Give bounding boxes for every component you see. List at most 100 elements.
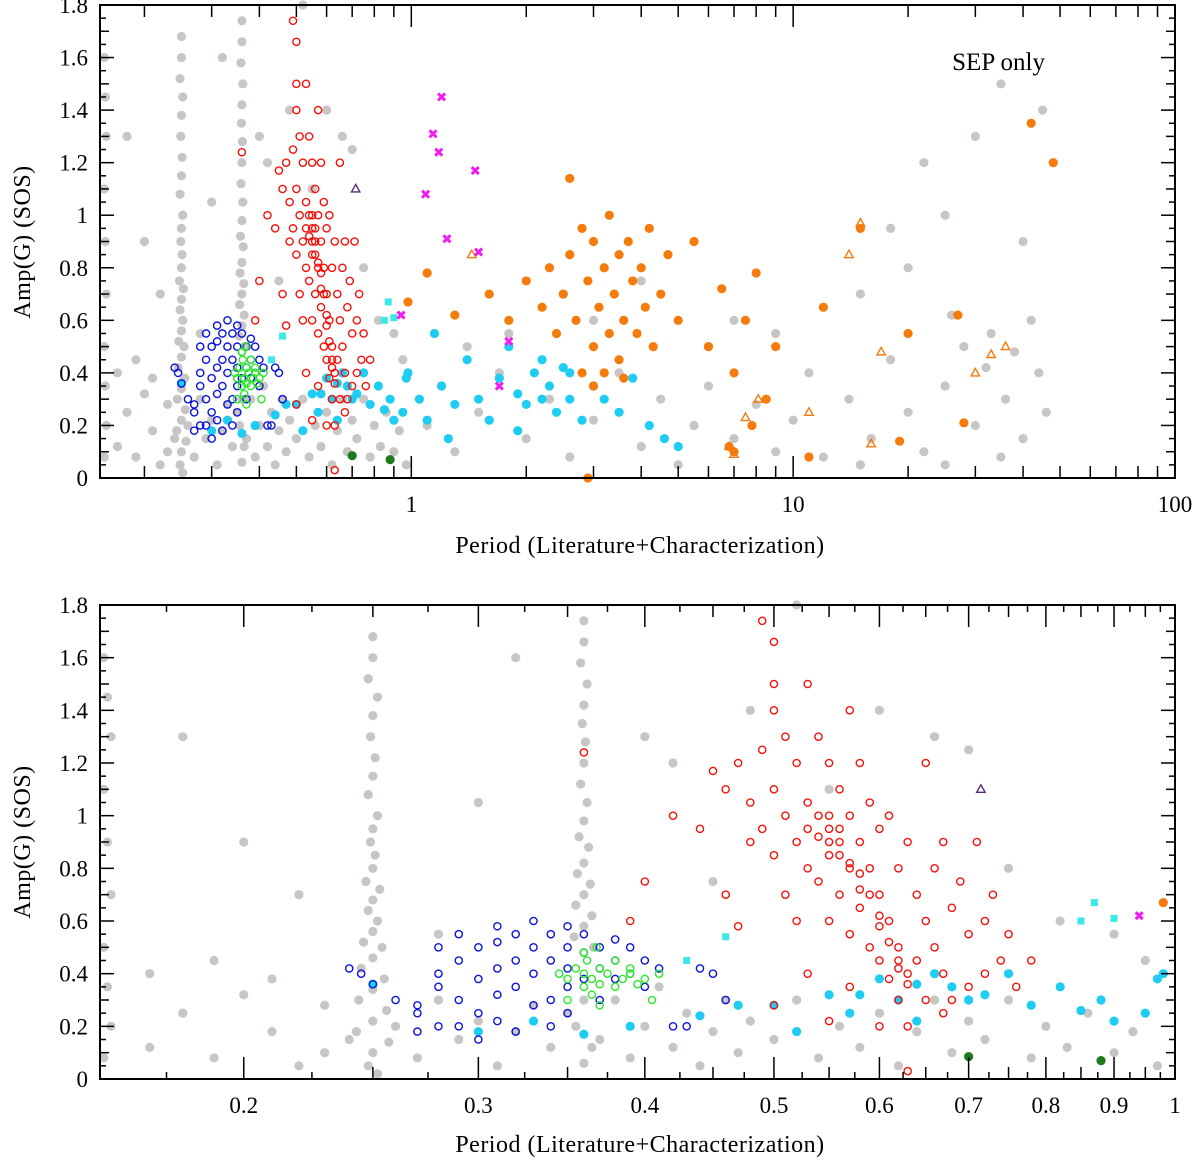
data-point-series-4 xyxy=(529,1000,538,1010)
data-point-series-3 xyxy=(466,248,478,259)
data-point-series-5 xyxy=(292,400,301,409)
data-point-series-0 xyxy=(970,131,980,141)
data-point-series-0 xyxy=(595,1034,605,1045)
data-point-series-5 xyxy=(845,982,855,992)
data-point-series-1 xyxy=(673,441,683,452)
data-point-series-0 xyxy=(131,355,141,365)
data-point-series-6 xyxy=(257,394,266,404)
data-point-series-0 xyxy=(640,1021,650,1031)
data-point-series-5 xyxy=(316,268,326,278)
data-point-series-5 xyxy=(938,1008,948,1018)
data-point-series-0 xyxy=(1109,1048,1119,1058)
data-point-series-6 xyxy=(625,969,635,978)
data-point-series-0 xyxy=(172,394,182,404)
data-point-series-0 xyxy=(636,276,646,286)
data-point-series-6 xyxy=(237,381,247,391)
data-point-series-5 xyxy=(301,263,311,273)
data-point-series-5 xyxy=(281,158,291,167)
data-point-series-0 xyxy=(940,381,950,391)
data-point-series-2 xyxy=(903,328,913,339)
data-point-series-2 xyxy=(636,263,646,273)
y-tick-label: 0.6 xyxy=(59,909,88,934)
data-point-series-8 xyxy=(504,336,514,346)
data-point-series-5 xyxy=(733,758,743,768)
data-point-series-4 xyxy=(189,400,199,409)
data-point-series-1 xyxy=(337,368,348,378)
data-point-series-0 xyxy=(250,452,260,462)
data-point-series-2 xyxy=(1026,118,1036,128)
data-point-series-2 xyxy=(740,315,751,325)
data-point-series-0 xyxy=(175,460,185,470)
data-point-series-6 xyxy=(633,979,642,989)
data-point-series-5 xyxy=(304,210,314,220)
data-point-series-5 xyxy=(330,379,339,388)
data-point-series-1 xyxy=(352,389,362,399)
data-point-series-1 xyxy=(845,1008,855,1018)
data-point-series-6 xyxy=(242,363,251,372)
data-point-series-0 xyxy=(682,1008,692,1018)
data-point-series-5 xyxy=(824,824,834,834)
data-point-series-5 xyxy=(824,850,834,860)
data-point-series-5 xyxy=(310,184,320,194)
data-point-series-0 xyxy=(492,1061,502,1071)
data-point-series-0 xyxy=(668,758,678,768)
data-point-series-0 xyxy=(294,1061,304,1071)
data-point-series-0 xyxy=(175,73,185,84)
data-point-series-5 xyxy=(322,421,331,430)
y-tick-label: 0 xyxy=(77,466,89,491)
data-point-series-0 xyxy=(352,433,362,444)
data-point-series-4 xyxy=(189,426,199,436)
data-point-series-1 xyxy=(365,399,375,410)
data-point-series-0 xyxy=(389,328,399,339)
data-point-series-4 xyxy=(173,368,183,378)
data-point-series-0 xyxy=(285,415,295,425)
data-point-series-0 xyxy=(237,215,247,226)
data-point-series-2 xyxy=(583,276,593,286)
data-point-series-4 xyxy=(250,342,260,351)
data-point-series-5 xyxy=(803,969,812,978)
data-point-series-3 xyxy=(1000,340,1011,351)
data-point-series-2 xyxy=(644,223,654,233)
data-point-series-0 xyxy=(320,1000,330,1010)
data-point-series-5 xyxy=(263,210,272,220)
data-point-series-4 xyxy=(201,394,211,404)
data-point-series-4 xyxy=(563,1008,572,1018)
data-point-series-0 xyxy=(834,1021,845,1031)
data-point-series-2 xyxy=(577,368,587,378)
data-point-series-3 xyxy=(728,448,740,459)
data-point-series-5 xyxy=(327,263,337,273)
data-point-series-5 xyxy=(310,237,320,246)
data-point-series-0 xyxy=(372,916,383,926)
data-point-series-2 xyxy=(632,328,642,339)
data-point-series-5 xyxy=(333,289,342,299)
data-point-series-0 xyxy=(365,732,376,742)
data-point-series-5 xyxy=(278,289,287,299)
data-point-series-5 xyxy=(292,184,301,194)
data-point-series-5 xyxy=(921,758,931,768)
data-point-series-0 xyxy=(178,468,188,478)
bottom-panel: Period (Literature+Characterization) Amp… xyxy=(10,593,1181,1158)
data-point-series-5 xyxy=(865,943,875,952)
data-point-series-0 xyxy=(162,447,173,457)
data-point-series-0 xyxy=(511,653,521,663)
data-point-series-1 xyxy=(473,1027,483,1037)
data-point-series-0 xyxy=(179,342,189,352)
data-point-series-0 xyxy=(270,460,280,470)
data-point-series-2 xyxy=(761,394,771,404)
data-point-series-0 xyxy=(585,879,595,889)
data-point-series-5 xyxy=(865,798,875,807)
data-point-series-2 xyxy=(544,263,555,273)
data-point-series-5 xyxy=(792,758,801,768)
data-point-series-0 xyxy=(147,426,158,436)
data-point-series-5 xyxy=(288,224,298,233)
data-point-series-0 xyxy=(176,326,187,336)
data-point-series-5 xyxy=(343,394,352,404)
data-point-series-5 xyxy=(845,858,855,868)
data-point-series-4 xyxy=(493,937,502,947)
data-point-series-4 xyxy=(610,974,620,984)
data-point-series-6 xyxy=(246,355,256,365)
data-point-series-5 xyxy=(803,864,812,873)
data-point-series-1 xyxy=(401,373,411,383)
data-point-series-0 xyxy=(919,158,929,168)
data-point-series-0 xyxy=(375,884,385,895)
